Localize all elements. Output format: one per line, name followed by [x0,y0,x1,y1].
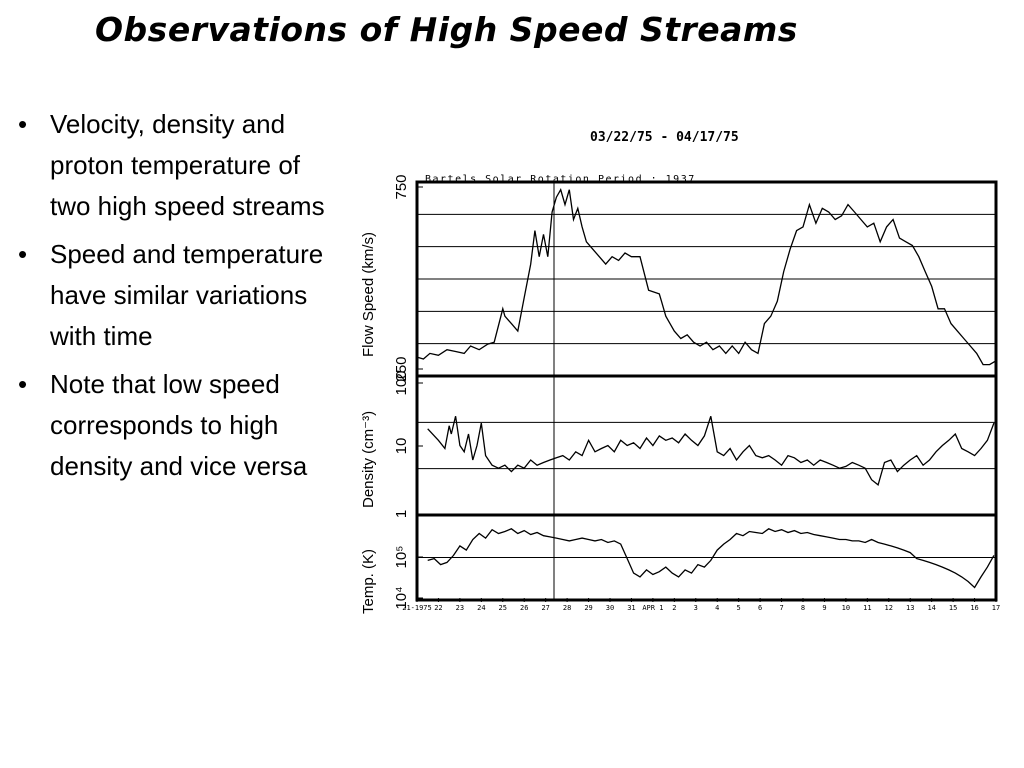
speed-series-line [416,188,997,366]
density-axis-title: Density (cm⁻³) [360,411,377,508]
x-tick-label: 30 [606,604,614,612]
density-series-line [427,415,995,487]
x-tick-label: 29 [584,604,592,612]
temperature-panel: 10⁴ 10⁵ [393,513,998,610]
speed-axis-title: Flow Speed (km/s) [360,232,377,357]
x-tick-label: 15 [949,604,957,612]
ylabel-temp: Temp. (K) [360,549,377,614]
bullet-dot-icon: • [18,109,28,139]
ylabel-density: Density (cm⁻³) [360,411,377,508]
x-tick-label: 3 [694,604,698,612]
x-tick-label: APR 1 [642,604,663,612]
x-tick-label: 26 [520,604,528,612]
x-tick-label: 24 [477,604,485,612]
x-tick-label: 27 [541,604,549,612]
bullet-list: • Velocity, density and proton temperatur… [18,104,340,494]
x-tick-label: 5 [737,604,741,612]
x-tick-label: 6 [758,604,762,612]
temperature-tick-label: 10⁴ [393,586,410,609]
density-tick-label: 10 [393,438,410,455]
speed-tick-label: 750 [393,174,410,199]
x-tick-label: 12 [885,604,893,612]
bullet-item: • Speed and temperature have similar vari… [18,234,340,357]
x-tick-label: 11 [863,604,871,612]
density-panel: 1 10 100 [393,370,998,518]
x-tick-label: 23 [456,604,464,612]
chart-panels: 250 750 1 10 100 10⁴ 10⁵ [393,174,998,610]
x-tick-label: 2 [672,604,676,612]
speed-panel: 250 750 [393,174,998,382]
bullet-dot-icon: • [18,239,28,269]
temperature-axis-title: Temp. (K) [360,549,377,614]
bullet-text: Speed and temperature have similar varia… [50,239,324,351]
solar-wind-figure: 03/22/75 - 04/17/75 Bartels Solar Rotati… [360,130,1000,614]
x-tick-label: 28 [563,604,571,612]
figure-date-range: 03/22/75 - 04/17/75 [590,130,739,145]
ylabel-speed: Flow Speed (km/s) [360,232,377,357]
bullet-item: • Velocity, density and proton temperatur… [18,104,340,227]
bullet-text: Note that low speed corresponds to high … [50,369,308,481]
x-tick-label: 9 [822,604,826,612]
x-tick-label: 8 [801,604,805,612]
x-tick-label: 4 [715,604,719,612]
x-tick-label: 13 [906,604,914,612]
figure-rotation-caption: Bartels Solar Rotation Period : 1937 [425,174,696,185]
density-tick-label: 1 [393,510,410,518]
x-tick-label: 17 [992,604,1000,612]
density-tick-label: 100 [393,370,410,395]
x-tick-label: 14 [927,604,935,612]
bullet-item: • Note that low speed corresponds to high… [18,364,340,487]
slide-title: Observations of High Speed Streams [95,10,798,49]
density-panel-frame [415,374,998,517]
x-tick-label: 10 [842,604,850,612]
bullet-dot-icon: • [18,369,28,399]
x-tick-label: 25 [499,604,507,612]
temperature-series-line [427,528,995,589]
temperature-tick-label: 10⁵ [393,546,410,569]
x-tick-label: 31 [627,604,635,612]
x-tick-label: 16 [970,604,978,612]
speed-tick-label: 250 [393,356,410,381]
bullet-text: Velocity, density and proton temperature… [50,109,325,221]
x-tick-label: 21-1975 [402,604,432,612]
x-tick-label: 7 [779,604,783,612]
x-tick-label: 22 [434,604,442,612]
